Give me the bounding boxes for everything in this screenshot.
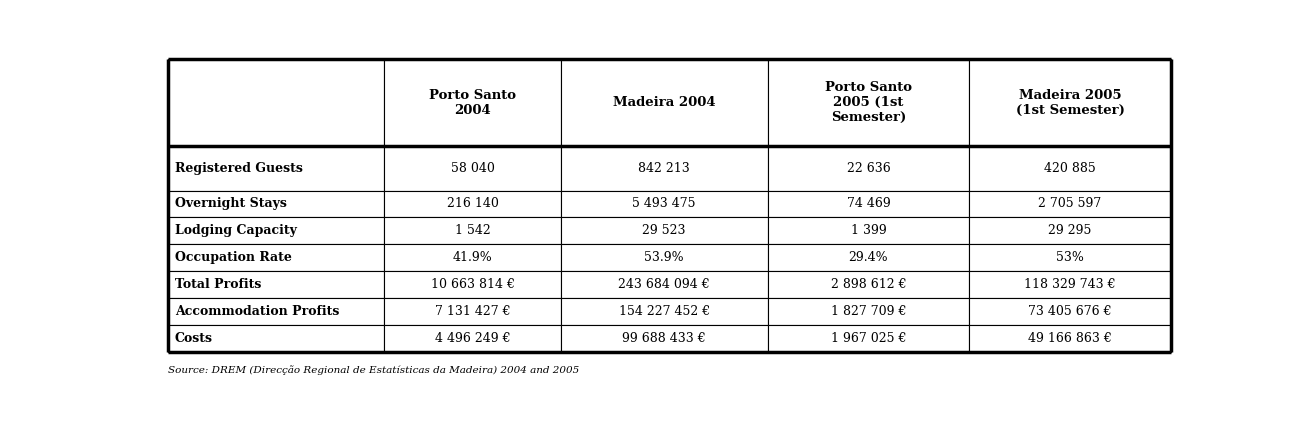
Text: 2 705 597: 2 705 597 [1038, 198, 1102, 210]
Text: Source: DREM (Direcção Regional de Estatísticas da Madeira) 2004 and 2005: Source: DREM (Direcção Regional de Estat… [168, 365, 579, 375]
Text: 1 967 025 €: 1 967 025 € [831, 332, 905, 345]
Text: 5 493 475: 5 493 475 [632, 198, 696, 210]
Bar [969, 217, 1171, 245]
Bar [168, 271, 385, 298]
Bar [969, 245, 1171, 271]
Bar [168, 190, 385, 217]
Bar [969, 325, 1171, 352]
Text: Lodging Capacity: Lodging Capacity [174, 225, 297, 237]
Bar [385, 190, 561, 217]
Bar [561, 190, 768, 217]
Text: 7 131 427 €: 7 131 427 € [435, 305, 510, 318]
Text: 49 166 863 €: 49 166 863 € [1028, 332, 1112, 345]
Bar [969, 271, 1171, 298]
Bar [561, 325, 768, 352]
Text: Madeira 2005
(1st Semester): Madeira 2005 (1st Semester) [1016, 89, 1124, 117]
Text: Total Profits: Total Profits [174, 278, 262, 291]
Text: 842 213: 842 213 [639, 162, 690, 175]
Text: 29 523: 29 523 [643, 225, 686, 237]
Text: 1 399: 1 399 [851, 225, 886, 237]
Text: Porto Santo
2005 (1st
Semester): Porto Santo 2005 (1st Semester) [825, 81, 912, 124]
Bar [168, 217, 385, 245]
Text: Occupation Rate: Occupation Rate [174, 251, 291, 264]
Bar [969, 298, 1171, 325]
Text: 73 405 676 €: 73 405 676 € [1028, 305, 1112, 318]
Text: 243 684 094 €: 243 684 094 € [618, 278, 710, 291]
Text: Costs: Costs [174, 332, 213, 345]
Bar [561, 271, 768, 298]
Bar [768, 271, 969, 298]
Text: 99 688 433 €: 99 688 433 € [622, 332, 706, 345]
Text: 1 827 709 €: 1 827 709 € [831, 305, 905, 318]
Text: 58 040: 58 040 [450, 162, 494, 175]
Bar [168, 325, 385, 352]
Text: 53%: 53% [1056, 251, 1084, 264]
Text: 29.4%: 29.4% [848, 251, 889, 264]
Bar [385, 325, 561, 352]
Bar [768, 190, 969, 217]
Text: 2 898 612 €: 2 898 612 € [830, 278, 907, 291]
Bar [385, 217, 561, 245]
Text: 22 636: 22 636 [847, 162, 890, 175]
Text: Overnight Stays: Overnight Stays [174, 198, 286, 210]
Bar [768, 325, 969, 352]
Text: 10 663 814 €: 10 663 814 € [431, 278, 515, 291]
Bar [385, 271, 561, 298]
Text: Registered Guests: Registered Guests [174, 162, 303, 175]
Text: 216 140: 216 140 [446, 198, 498, 210]
Text: 41.9%: 41.9% [453, 251, 493, 264]
Text: 53.9%: 53.9% [644, 251, 684, 264]
Bar [768, 298, 969, 325]
Text: 1 542: 1 542 [455, 225, 490, 237]
Bar [561, 217, 768, 245]
Bar [768, 217, 969, 245]
Text: 29 295: 29 295 [1049, 225, 1092, 237]
Bar [168, 298, 385, 325]
Bar [385, 245, 561, 271]
Text: 74 469: 74 469 [847, 198, 890, 210]
Bar [969, 190, 1171, 217]
Text: 154 227 452 €: 154 227 452 € [619, 305, 710, 318]
Bar [561, 298, 768, 325]
Bar [385, 298, 561, 325]
Bar [768, 245, 969, 271]
Text: Madeira 2004: Madeira 2004 [613, 96, 716, 109]
Text: Accommodation Profits: Accommodation Profits [174, 305, 340, 318]
Text: 118 329 743 €: 118 329 743 € [1024, 278, 1116, 291]
Bar [561, 245, 768, 271]
Text: Porto Santo
2004: Porto Santo 2004 [429, 89, 516, 117]
Text: 4 496 249 €: 4 496 249 € [435, 332, 510, 345]
Bar [168, 245, 385, 271]
Text: 420 885: 420 885 [1045, 162, 1095, 175]
